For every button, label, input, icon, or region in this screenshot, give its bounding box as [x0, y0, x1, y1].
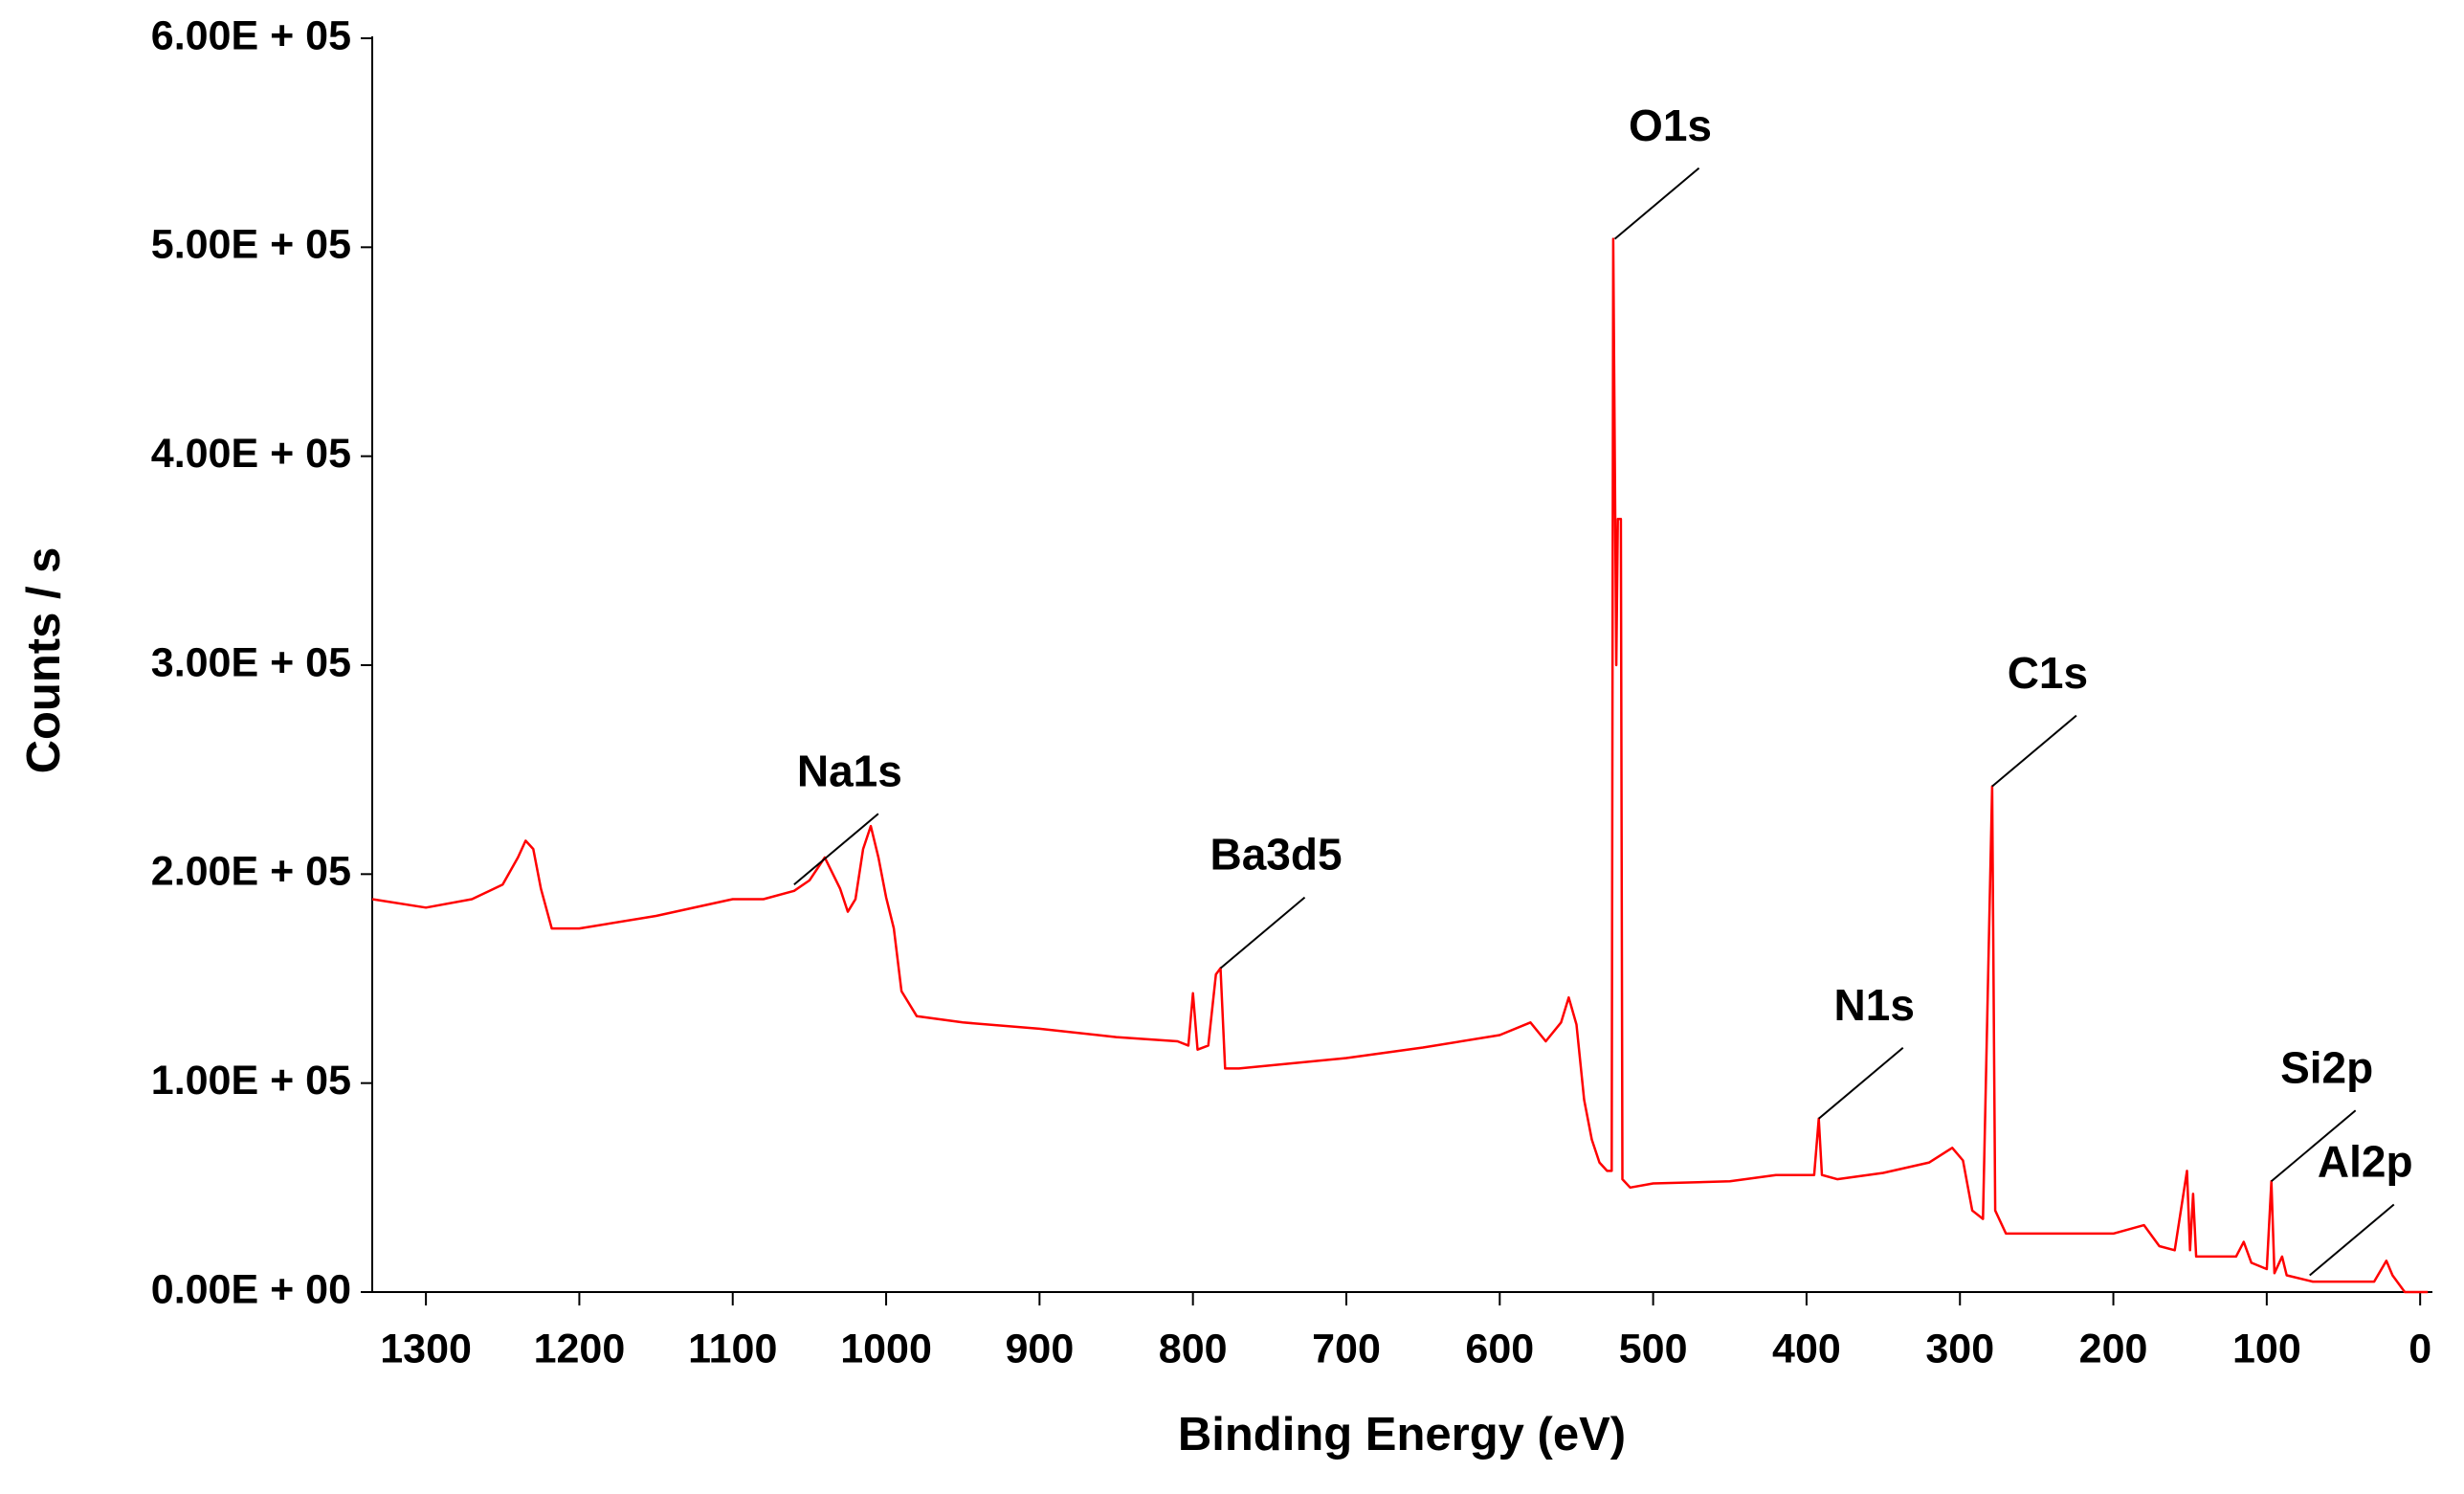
annotation-leader [793, 813, 879, 886]
x-tick-label: 1300 [380, 1326, 472, 1371]
annotation-label: C1s [2008, 648, 2088, 698]
x-axis-title: Binding Energy (eV) [1178, 1409, 1626, 1461]
x-tick-label: 700 [1312, 1326, 1381, 1371]
y-tick-label: 6.00E + 05 [151, 12, 351, 58]
x-tick-label: 1200 [534, 1326, 626, 1371]
y-tick-label: 0.00E + 00 [151, 1266, 351, 1312]
annotation-leader [1219, 896, 1306, 970]
annotation-label: Na1s [797, 746, 902, 795]
y-tick-label: 1.00E + 05 [151, 1058, 351, 1104]
annotation-label: Si2p [2280, 1042, 2373, 1092]
y-tick-label: 3.00E + 05 [151, 639, 351, 685]
annotation-label: Ba3d5 [1210, 830, 1342, 880]
x-tick-label: 400 [1772, 1326, 1841, 1371]
x-tick-label: 1100 [688, 1326, 777, 1371]
annotation-leader [2309, 1203, 2395, 1277]
x-tick-label: 0 [2409, 1326, 2431, 1371]
x-tick-label: 900 [1005, 1326, 1074, 1371]
annotation-label: O1s [1629, 100, 1712, 150]
x-tick-label: 800 [1159, 1326, 1228, 1371]
x-tick-label: 500 [1619, 1326, 1688, 1371]
spectrum-line [371, 237, 2429, 1294]
x-tick-label: 200 [2079, 1326, 2148, 1371]
annotation-leader [1991, 714, 2077, 788]
y-tick-label: 4.00E + 05 [151, 431, 351, 477]
x-tick-label: 1000 [840, 1326, 932, 1371]
annotation-leader [1613, 167, 1700, 240]
annotation-label: N1s [1834, 980, 1915, 1030]
annotation-label: Al2p [2318, 1137, 2413, 1187]
x-tick-label: 100 [2232, 1326, 2301, 1371]
annotation-leader [1818, 1047, 1904, 1120]
y-axis-title: Counts / s [18, 547, 70, 774]
x-tick-label: 300 [1925, 1326, 1994, 1371]
annotation-leader [2271, 1109, 2357, 1183]
y-tick-label: 2.00E + 05 [151, 849, 351, 895]
x-tick-label: 600 [1465, 1326, 1534, 1371]
y-tick-label: 5.00E + 05 [151, 222, 351, 268]
